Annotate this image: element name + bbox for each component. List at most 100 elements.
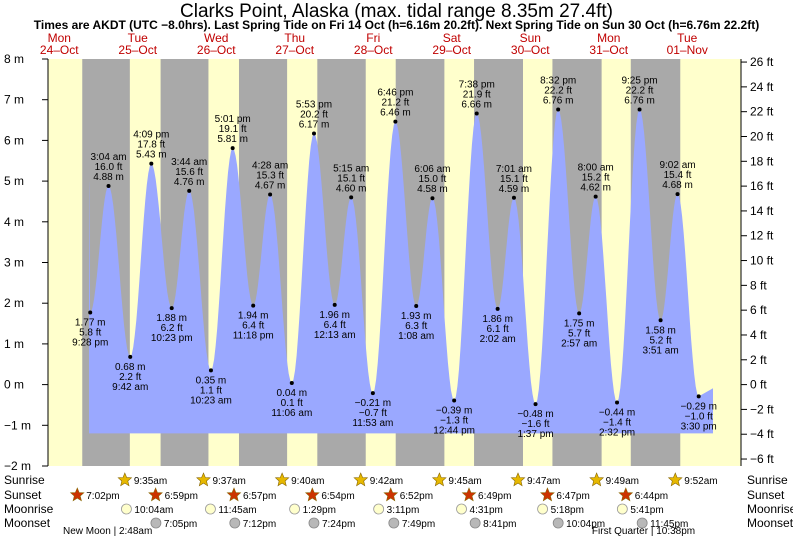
right-axis-tick-label: 20 ft [750,129,774,143]
low-tide-point [289,380,294,385]
right-axis-tick-label: −2 ft [750,402,774,416]
moonrise-time: 11:45am [218,505,256,516]
tide-feet-label: 15.1 ft [337,173,365,184]
tide-metres-label: −0.44 m [599,408,635,419]
tide-metres-label: 4.88 m [93,172,124,183]
tide-metres-label: 6.76 m [543,95,574,106]
right-axis-tick-label: 24 ft [750,80,774,94]
row-label-sunset-right: Sunset [747,488,785,502]
tide-metres-label: 6.46 m [380,108,411,119]
tide-time-label: 5:53 pm [296,99,332,110]
low-tide-point [128,354,133,359]
tide-metres-label: 4.67 m [255,181,286,192]
moon-phase-label: First Quarter | 10:38pm [592,526,695,537]
high-tide-point [349,195,354,200]
tide-feet-label: 0.1 ft [281,398,303,409]
sunrise-icon [196,472,211,487]
tide-feet-label: 15.2 ft [582,173,610,184]
low-tide-point [696,394,701,399]
row-label-moonrise-left: Moonrise [4,502,54,516]
sunset-icon [69,487,85,502]
high-tide-point [268,192,273,197]
moonset-icon [388,517,400,529]
low-tide-point [533,402,538,407]
moonrise-icon [373,503,385,515]
day-date-label: 27–Oct [275,43,314,57]
moonset-icon [636,517,648,529]
moonrise-time: 10:04am [134,505,173,516]
tide-metres-label: 5.43 m [136,150,167,161]
sunset-time: 6:47pm [556,491,589,502]
tide-feet-label: 6.1 ft [487,324,509,335]
high-tide-point [106,183,111,188]
left-axis-tick-label: 6 m [4,133,24,147]
low-tide-point [577,311,582,316]
left-axis-tick-label: 5 m [4,174,24,188]
tide-feet-label: −1.6 ft [521,419,549,430]
tide-feet-label: 19.1 ft [219,124,247,135]
tide-time-label: 3:04 am [90,152,126,163]
tide-time-label: 5:01 pm [215,114,251,125]
high-tide-point [511,195,516,200]
moonrise-time: 5:18pm [551,505,584,516]
tide-time-label: 11:06 am [271,408,312,419]
tide-feet-label: −0.7 ft [359,408,387,419]
tide-metres-label: 6.76 m [624,95,655,106]
tide-time-label: 11:53 am [352,418,393,429]
tide-time-label: 2:32 pm [599,428,635,439]
tide-metres-label: 1.88 m [156,313,187,324]
right-axis-tick-label: 2 ft [750,353,767,367]
row-label-sunset-left: Sunset [4,488,42,502]
right-axis-tick-label: 18 ft [750,154,774,168]
day-name-label: Tue [128,31,149,45]
sunrise-icon [589,472,605,487]
day-name-label: Mon [597,31,620,45]
tide-time-label: 1:08 am [398,331,434,342]
tide-metres-label: 1.58 m [645,325,676,336]
day-name-label: Wed [204,31,228,45]
sunset-icon [383,487,399,502]
tide-time-label: 6:06 am [414,164,450,175]
moonset-time: 7:12pm [243,519,276,530]
tide-feet-label: 1.1 ft [200,385,222,396]
tide-time-label: 12:13 am [314,330,356,341]
moonset-time: 10:04pm [566,519,605,530]
tide-metres-label: −0.29 m [680,401,716,412]
right-axis-tick-label: 12 ft [750,229,774,243]
right-axis-tick-label: 8 ft [750,278,767,292]
tide-time-label: 3:51 am [643,345,679,356]
high-tide-point [393,119,398,124]
sunset-icon [226,487,242,502]
sunset-time: 6:54pm [321,491,354,502]
tide-time-label: 5:15 am [333,163,369,174]
row-label-moonset-left: Moonset [4,516,51,530]
left-axis-tick-label: 3 m [4,256,24,270]
left-axis-tick-label: 7 m [4,93,24,107]
tide-time-label: 11:18 pm [233,331,274,342]
day-name-label: Sun [520,31,541,45]
tide-feet-label: 15.1 ft [500,174,528,185]
moonrise-icon [289,503,301,515]
tide-metres-label: 1.77 m [75,318,106,329]
tide-time-label: 10:23 am [190,395,232,406]
tide-feet-label: 21.9 ft [463,90,491,101]
tide-feet-label: 22.2 ft [544,85,572,96]
moonset-time: 7:05pm [164,519,197,530]
tide-time-label: 8:32 pm [540,75,576,86]
day-date-label: 25–Oct [118,43,157,57]
low-tide-point [452,398,457,403]
high-tide-point [556,107,561,112]
tide-metres-label: 4.68 m [662,180,693,191]
tide-feet-label: 22.2 ft [626,85,654,96]
moonset-icon [229,517,241,529]
moonset-time: 8:41pm [483,519,516,530]
left-axis-tick-label: 4 m [4,215,24,229]
sunset-icon [148,487,163,502]
sunset-time: 6:44pm [635,491,668,502]
low-tide-point [658,318,663,323]
right-axis-tick-label: 16 ft [750,179,774,193]
moonset-icon [308,517,320,529]
sunrise-icon [431,472,447,487]
moonrise-icon [456,503,467,515]
